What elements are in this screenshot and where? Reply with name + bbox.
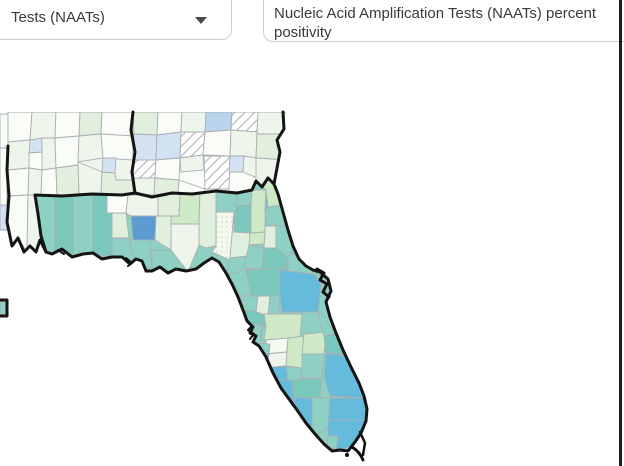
county-shape-al-6[interactable] <box>7 139 31 171</box>
county-shape-ga-3[interactable] <box>180 112 207 133</box>
county-shape-al-1[interactable] <box>7 112 33 143</box>
pensacola-bay-inlet <box>57 249 65 255</box>
county-shape-fl-63[interactable] <box>311 397 331 435</box>
county-shape-fl-2[interactable] <box>54 194 74 256</box>
county-shape-al-10[interactable] <box>54 135 80 169</box>
metric-dropdown-label: Tests (NAATs) <box>11 9 105 26</box>
county-shape-fl-57[interactable] <box>299 353 325 379</box>
county-shape-ga-5[interactable] <box>230 112 259 133</box>
georgia-coastline <box>272 110 286 186</box>
county-shape-fl-13[interactable] <box>157 193 181 217</box>
county-shape-fl-3[interactable] <box>72 194 94 257</box>
county-shape-al-14[interactable] <box>7 167 30 197</box>
county-shape-ga-16[interactable] <box>203 155 231 190</box>
county-shape-fl-5[interactable] <box>106 194 129 214</box>
county-shape-al-5[interactable] <box>100 112 133 137</box>
county-shape-fl-59[interactable] <box>291 377 323 399</box>
county-shape-al-9[interactable] <box>41 137 57 171</box>
county-shape-ga-8[interactable] <box>155 131 182 161</box>
county-shape-fl-20[interactable] <box>233 204 252 234</box>
county-shape-ga-6[interactable] <box>256 112 286 135</box>
county-shape-ga-1[interactable] <box>132 112 159 136</box>
mississippi-alabama-boundary-and-coast <box>5 144 48 254</box>
county-shape-ms-2[interactable] <box>0 147 8 206</box>
county-shape-fl-18[interactable] <box>211 211 235 261</box>
county-shape-fl-27[interactable] <box>263 225 277 249</box>
map-title: Nucleic Acid Amplification Tests (NAATs)… <box>274 5 597 41</box>
county-shape-ga-15[interactable] <box>179 154 205 173</box>
county-shape-fl-40[interactable] <box>279 269 322 313</box>
county-shape-fl-61[interactable] <box>327 397 367 421</box>
county-shape-al-2[interactable] <box>29 112 57 141</box>
county-shape-ga-2[interactable] <box>156 112 183 136</box>
county-shape-ga-9[interactable] <box>179 131 206 159</box>
map-title-box: Nucleic Acid Amplification Tests (NAATs)… <box>263 0 624 42</box>
coastal-sliver-border <box>0 298 9 318</box>
counties-layer <box>0 112 367 451</box>
county-shape-ga-7[interactable] <box>132 133 158 161</box>
county-shape-al-12[interactable] <box>100 133 133 161</box>
county-shape-al-11[interactable] <box>77 133 104 163</box>
state-boundaries-layer <box>0 110 369 453</box>
county-shape-fl-16[interactable] <box>198 191 217 249</box>
county-shape-al-4[interactable] <box>78 112 103 137</box>
county-shape-ga-13[interactable] <box>132 159 157 179</box>
county-shape-fl-60[interactable] <box>323 353 366 399</box>
county-shape-al-7[interactable] <box>28 137 44 154</box>
county-shape-ga-4[interactable] <box>204 112 233 133</box>
county-shape-fl-49[interactable] <box>285 335 305 369</box>
coastal-details-layer <box>57 249 367 462</box>
metric-dropdown[interactable]: Tests (NAATs) <box>0 0 232 40</box>
county-shape-fl-9[interactable] <box>130 215 157 241</box>
county-shape-fl-50[interactable] <box>301 331 327 355</box>
florida-keys-island <box>350 445 365 462</box>
miami-barrier-island <box>358 430 367 457</box>
florida-state-boundary <box>33 176 369 453</box>
county-shape-ga-14[interactable] <box>154 157 181 181</box>
county-shape-fl-45[interactable] <box>237 325 247 345</box>
tampa-bay-inlets <box>246 319 255 340</box>
caret-down-icon[interactable] <box>195 17 207 24</box>
cape-canaveral-lagoon <box>315 267 331 299</box>
county-shape-ms-1[interactable] <box>0 113 9 149</box>
county-shape-ga-11[interactable] <box>229 129 258 159</box>
page-edge-line <box>619 0 622 466</box>
county-shape-ga-12[interactable] <box>255 133 286 161</box>
county-shape-fl-29[interactable] <box>248 231 266 246</box>
county-shape-al-15[interactable] <box>27 167 43 197</box>
county-shape-fl-46[interactable] <box>263 313 303 341</box>
county-shape-ms-3[interactable] <box>0 204 8 231</box>
county-shape-ga-17[interactable] <box>228 155 245 173</box>
county-shape-fl-23[interactable] <box>250 189 267 234</box>
st-andrew-bay-inlet <box>125 257 133 267</box>
county-shape-ga-10[interactable] <box>202 129 232 157</box>
county-shape-fl-15[interactable] <box>170 223 200 273</box>
keys-islet <box>345 453 349 457</box>
county-shape-al-8[interactable] <box>28 151 44 171</box>
alabama-georgia-boundary <box>129 110 137 195</box>
county-shape-al-17[interactable] <box>55 164 80 197</box>
county-shape-al-13[interactable] <box>101 157 117 174</box>
county-shape-al-3[interactable] <box>54 112 81 139</box>
county-shape-al-16[interactable] <box>40 167 58 197</box>
